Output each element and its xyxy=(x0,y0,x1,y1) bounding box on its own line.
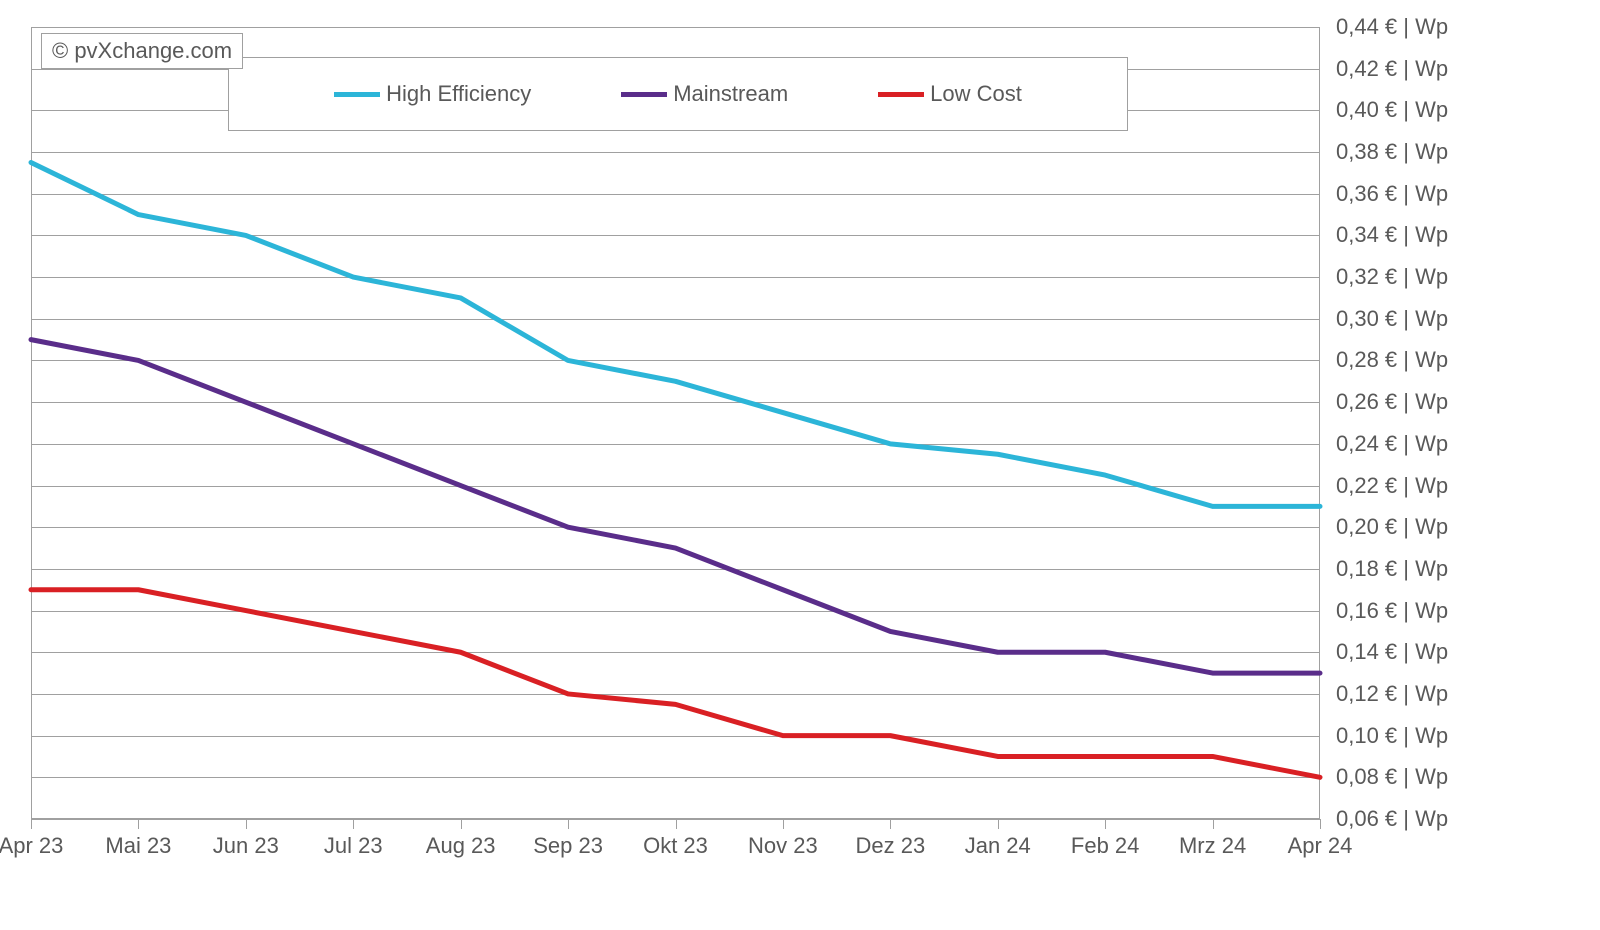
y-axis-label: 0,20 € | Wp xyxy=(1336,514,1448,540)
y-axis-label: 0,32 € | Wp xyxy=(1336,264,1448,290)
y-axis-label: 0,40 € | Wp xyxy=(1336,97,1448,123)
gridline xyxy=(31,569,1320,570)
y-axis-label: 0,38 € | Wp xyxy=(1336,139,1448,165)
x-tick xyxy=(246,819,247,829)
x-axis-label: Aug 23 xyxy=(426,833,496,859)
x-axis-label: Sep 23 xyxy=(533,833,603,859)
gridline xyxy=(31,694,1320,695)
x-tick xyxy=(353,819,354,829)
y-axis-label: 0,16 € | Wp xyxy=(1336,598,1448,624)
x-tick xyxy=(1320,819,1321,829)
series-line xyxy=(31,340,1320,673)
gridline xyxy=(31,486,1320,487)
x-axis-label: Nov 23 xyxy=(748,833,818,859)
gridline xyxy=(31,611,1320,612)
legend: High Efficiency Mainstream Low Cost xyxy=(228,57,1128,131)
legend-swatch xyxy=(878,92,924,97)
plot-border xyxy=(31,27,1320,819)
gridline xyxy=(31,319,1320,320)
gridline xyxy=(31,652,1320,653)
gridline xyxy=(31,360,1320,361)
series-line xyxy=(31,162,1320,506)
y-axis-label: 0,36 € | Wp xyxy=(1336,181,1448,207)
y-axis-label: 0,22 € | Wp xyxy=(1336,473,1448,499)
x-tick xyxy=(568,819,569,829)
legend-swatch xyxy=(334,92,380,97)
legend-label: Mainstream xyxy=(673,81,788,107)
y-axis-label: 0,44 € | Wp xyxy=(1336,14,1448,40)
x-axis-label: Mai 23 xyxy=(105,833,171,859)
gridline xyxy=(31,152,1320,153)
y-axis-label: 0,14 € | Wp xyxy=(1336,639,1448,665)
legend-item: Mainstream xyxy=(621,81,788,107)
y-axis-label: 0,18 € | Wp xyxy=(1336,556,1448,582)
x-tick xyxy=(31,819,32,829)
y-axis-label: 0,12 € | Wp xyxy=(1336,681,1448,707)
x-axis-label: Jan 24 xyxy=(965,833,1031,859)
y-axis-label: 0,08 € | Wp xyxy=(1336,764,1448,790)
line-chart: 0,06 € | Wp 0,08 € | Wp 0,10 € | Wp 0,12 € … xyxy=(0,0,1600,930)
legend-item: High Efficiency xyxy=(334,81,531,107)
y-axis-label: 0,34 € | Wp xyxy=(1336,222,1448,248)
x-axis-label: Apr 23 xyxy=(0,833,63,859)
legend-item: Low Cost xyxy=(878,81,1022,107)
legend-swatch xyxy=(621,92,667,97)
y-axis-label: 0,10 € | Wp xyxy=(1336,723,1448,749)
x-axis-label: Jul 23 xyxy=(324,833,383,859)
gridline xyxy=(31,27,1320,28)
y-axis-label: 0,30 € | Wp xyxy=(1336,306,1448,332)
attribution-label: © pvXchange.com xyxy=(41,33,243,69)
y-axis-label: 0,06 € | Wp xyxy=(1336,806,1448,832)
series-line xyxy=(31,590,1320,778)
x-tick xyxy=(1105,819,1106,829)
x-axis-label: Dez 23 xyxy=(855,833,925,859)
gridline xyxy=(31,235,1320,236)
x-tick xyxy=(783,819,784,829)
x-axis-label: Feb 24 xyxy=(1071,833,1140,859)
gridline xyxy=(31,194,1320,195)
x-tick xyxy=(461,819,462,829)
y-axis-label: 0,26 € | Wp xyxy=(1336,389,1448,415)
y-axis-label: 0,42 € | Wp xyxy=(1336,56,1448,82)
x-tick xyxy=(1213,819,1214,829)
legend-label: Low Cost xyxy=(930,81,1022,107)
gridline xyxy=(31,736,1320,737)
x-axis-label: Apr 24 xyxy=(1288,833,1353,859)
gridline xyxy=(31,444,1320,445)
gridline xyxy=(31,777,1320,778)
gridline xyxy=(31,402,1320,403)
x-axis-label: Mrz 24 xyxy=(1179,833,1246,859)
x-axis-label: Jun 23 xyxy=(213,833,279,859)
x-tick xyxy=(676,819,677,829)
gridline xyxy=(31,527,1320,528)
x-tick xyxy=(890,819,891,829)
gridline xyxy=(31,277,1320,278)
x-axis-label: Okt 23 xyxy=(643,833,708,859)
x-tick xyxy=(138,819,139,829)
y-axis-label: 0,28 € | Wp xyxy=(1336,347,1448,373)
y-axis-label: 0,24 € | Wp xyxy=(1336,431,1448,457)
legend-label: High Efficiency xyxy=(386,81,531,107)
x-tick xyxy=(998,819,999,829)
